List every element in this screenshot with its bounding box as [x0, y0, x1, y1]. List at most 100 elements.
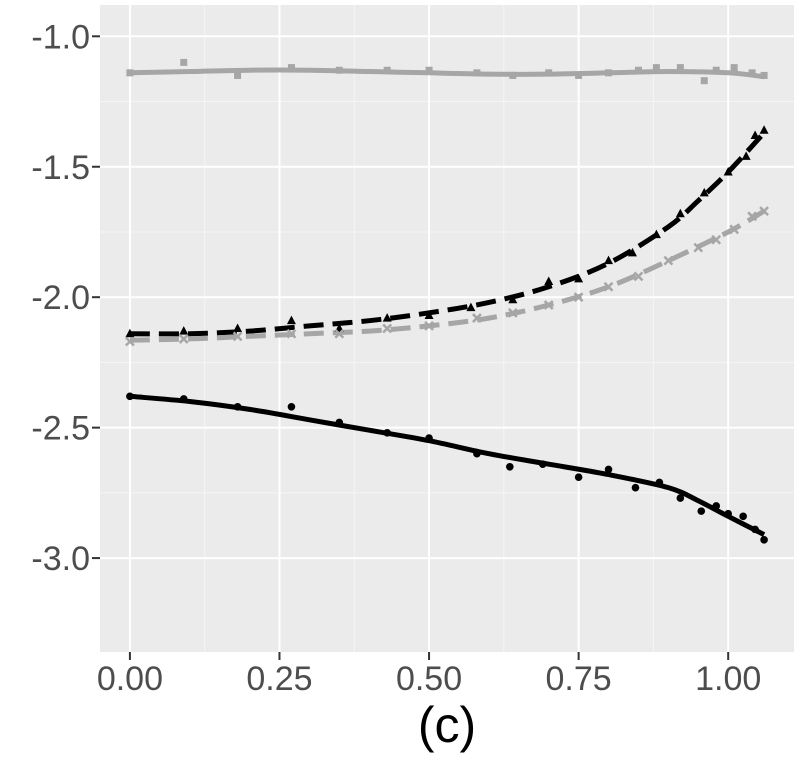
x-tick-label: 0.00	[97, 660, 163, 698]
point-grey-square	[335, 66, 343, 74]
x-tick-label: 0.25	[246, 660, 312, 698]
major-grid	[100, 5, 794, 652]
point-black-circle	[473, 449, 481, 458]
point-black-triangle	[675, 208, 685, 218]
point-grey-square	[287, 64, 295, 72]
point-black-triangle	[544, 276, 554, 286]
x-stroke	[663, 255, 674, 266]
point-black-triangle	[382, 313, 392, 322]
fit-line-grey-x	[129, 208, 766, 343]
point-black-triangle	[508, 294, 518, 304]
point-black-circle	[425, 434, 433, 442]
point-grey-square	[425, 66, 433, 74]
x-stroke	[573, 292, 584, 303]
fit-lines	[129, 67, 766, 537]
x-stroke	[759, 206, 769, 216]
point-black-triangle	[651, 229, 661, 239]
point-grey-square	[383, 66, 391, 74]
point-black-circle	[604, 465, 613, 474]
point-grey-x	[633, 271, 644, 282]
point-grey-x	[603, 281, 614, 292]
point-grey-square	[730, 64, 738, 72]
point-grey-x	[286, 328, 297, 339]
point-black-triangle	[233, 323, 243, 332]
point-black-triangle	[741, 151, 751, 160]
x-stroke	[633, 271, 644, 282]
point-black-circle	[126, 392, 134, 401]
point-black-circle	[724, 509, 732, 518]
point-grey-x	[747, 211, 758, 222]
y-tick-label: -1.0	[31, 18, 90, 56]
point-grey-square	[473, 69, 481, 77]
point-grey-x	[711, 234, 722, 245]
point-black-triangle	[286, 315, 296, 325]
point-black-circle	[712, 502, 721, 510]
point-grey-x	[543, 300, 554, 310]
x-stroke	[729, 224, 740, 235]
x-stroke	[382, 323, 393, 334]
point-grey-x	[573, 292, 584, 303]
point-grey-x	[334, 328, 345, 339]
y-tick-label: -2.5	[31, 410, 90, 448]
point-grey-square	[748, 69, 756, 77]
point-black-triangle	[424, 310, 434, 319]
point-grey-square	[180, 58, 188, 66]
point-grey-square	[676, 64, 684, 72]
point-black-circle	[574, 473, 583, 482]
point-black-triangle	[750, 130, 760, 139]
point-grey-x	[472, 313, 482, 323]
point-grey-square	[575, 71, 583, 79]
x-stroke	[747, 211, 758, 222]
point-black-triangle	[759, 125, 769, 134]
x-stroke	[472, 313, 482, 323]
point-grey-x	[663, 255, 674, 266]
point-grey-square	[509, 71, 517, 79]
point-black-circle	[287, 402, 296, 411]
x-tick-labels: 0.00 0.25 0.50 0.75 1.00	[97, 660, 761, 698]
fit-line-black-circle	[129, 393, 766, 537]
x-stroke	[286, 328, 297, 339]
data-points	[125, 58, 769, 544]
x-stroke	[334, 328, 345, 339]
point-black-circle	[506, 462, 514, 471]
point-grey-x	[507, 307, 518, 318]
y-tick-label: -1.5	[31, 149, 90, 187]
point-black-circle	[233, 402, 242, 411]
point-black-circle	[760, 536, 768, 544]
point-black-circle	[655, 478, 664, 487]
point-grey-square	[652, 64, 660, 72]
point-black-circle	[751, 525, 759, 534]
point-grey-square	[760, 71, 768, 79]
point-black-circle	[739, 512, 747, 521]
x-stroke	[693, 242, 704, 253]
point-grey-square	[545, 69, 553, 77]
x-stroke	[232, 331, 243, 342]
point-black-triangle	[466, 302, 476, 312]
x-tick-label: 0.75	[546, 660, 612, 698]
x-stroke	[125, 336, 135, 347]
point-black-triangle	[604, 255, 614, 265]
x-stroke	[424, 321, 434, 331]
x-stroke	[603, 281, 614, 292]
x-tick-label: 0.50	[396, 660, 462, 698]
x-stroke	[711, 234, 722, 245]
point-grey-x	[125, 336, 135, 347]
point-black-triangle	[574, 273, 584, 283]
panel-background	[100, 5, 794, 652]
point-black-circle	[538, 460, 547, 468]
y-tick-label: -3.0	[31, 540, 90, 578]
point-grey-square	[700, 77, 708, 85]
point-grey-square	[234, 71, 242, 79]
figure-caption: (c)	[418, 697, 476, 753]
x-tick-label: 1.00	[695, 660, 761, 698]
y-tick-labels: -1.0 -1.5 -2.0 -2.5 -3.0	[31, 18, 90, 578]
point-grey-square	[126, 69, 134, 77]
x-stroke	[178, 334, 189, 344]
point-black-circle	[179, 395, 188, 403]
minor-grid	[100, 5, 794, 652]
point-black-circle	[697, 507, 706, 515]
point-grey-square	[712, 66, 720, 74]
point-black-circle	[383, 429, 391, 437]
point-grey-square	[634, 66, 642, 74]
